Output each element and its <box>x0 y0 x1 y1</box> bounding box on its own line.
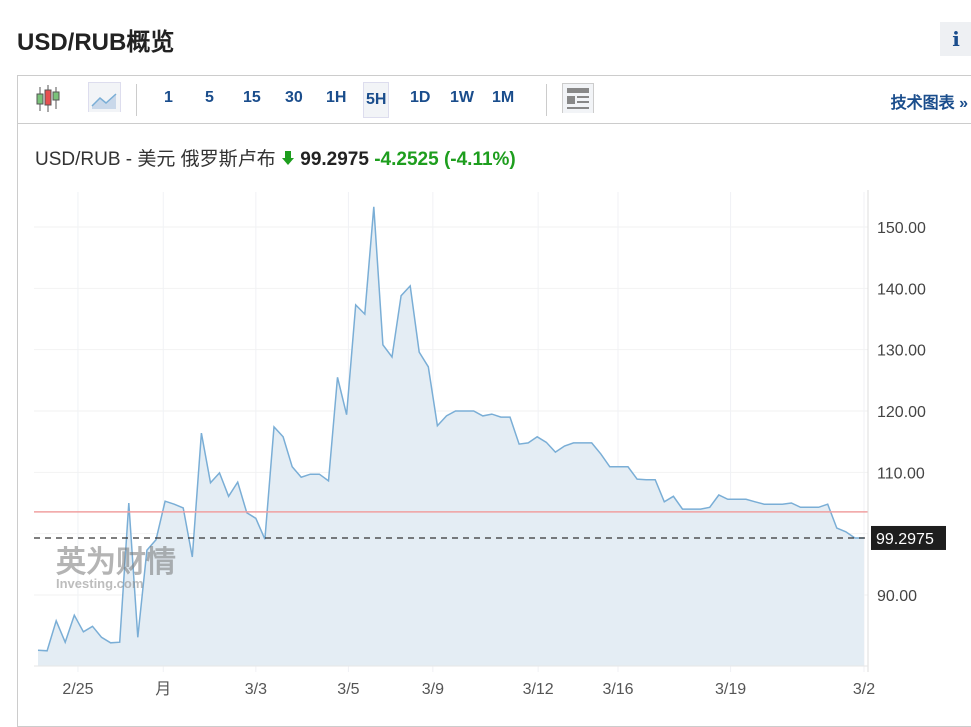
last-price-label: 99.2975 <box>876 531 934 548</box>
x-tick-label: 3/5 <box>337 681 359 698</box>
y-tick-label: 90.00 <box>877 588 917 605</box>
y-tick-label: 110.00 <box>877 465 925 482</box>
watermark-logo: 英为财情 <box>56 546 176 579</box>
x-tick-label: 3/19 <box>715 681 746 698</box>
price-area-fill <box>38 207 864 666</box>
x-tick-label: 3/16 <box>602 681 633 698</box>
x-tick-label: 月 <box>155 681 171 698</box>
x-tick-label: 2/25 <box>62 681 93 698</box>
y-tick-label: 130.00 <box>877 343 926 360</box>
x-tick-label: 3/9 <box>422 681 444 698</box>
watermark-sub: Investing.com <box>56 576 143 591</box>
x-tick-label: 3/3 <box>245 681 267 698</box>
x-tick-label: 3/2 <box>853 681 875 698</box>
y-tick-label: 150.00 <box>877 220 926 237</box>
y-tick-label: 120.00 <box>877 404 926 421</box>
y-tick-label: 140.00 <box>877 281 926 298</box>
x-tick-label: 3/12 <box>523 681 554 698</box>
